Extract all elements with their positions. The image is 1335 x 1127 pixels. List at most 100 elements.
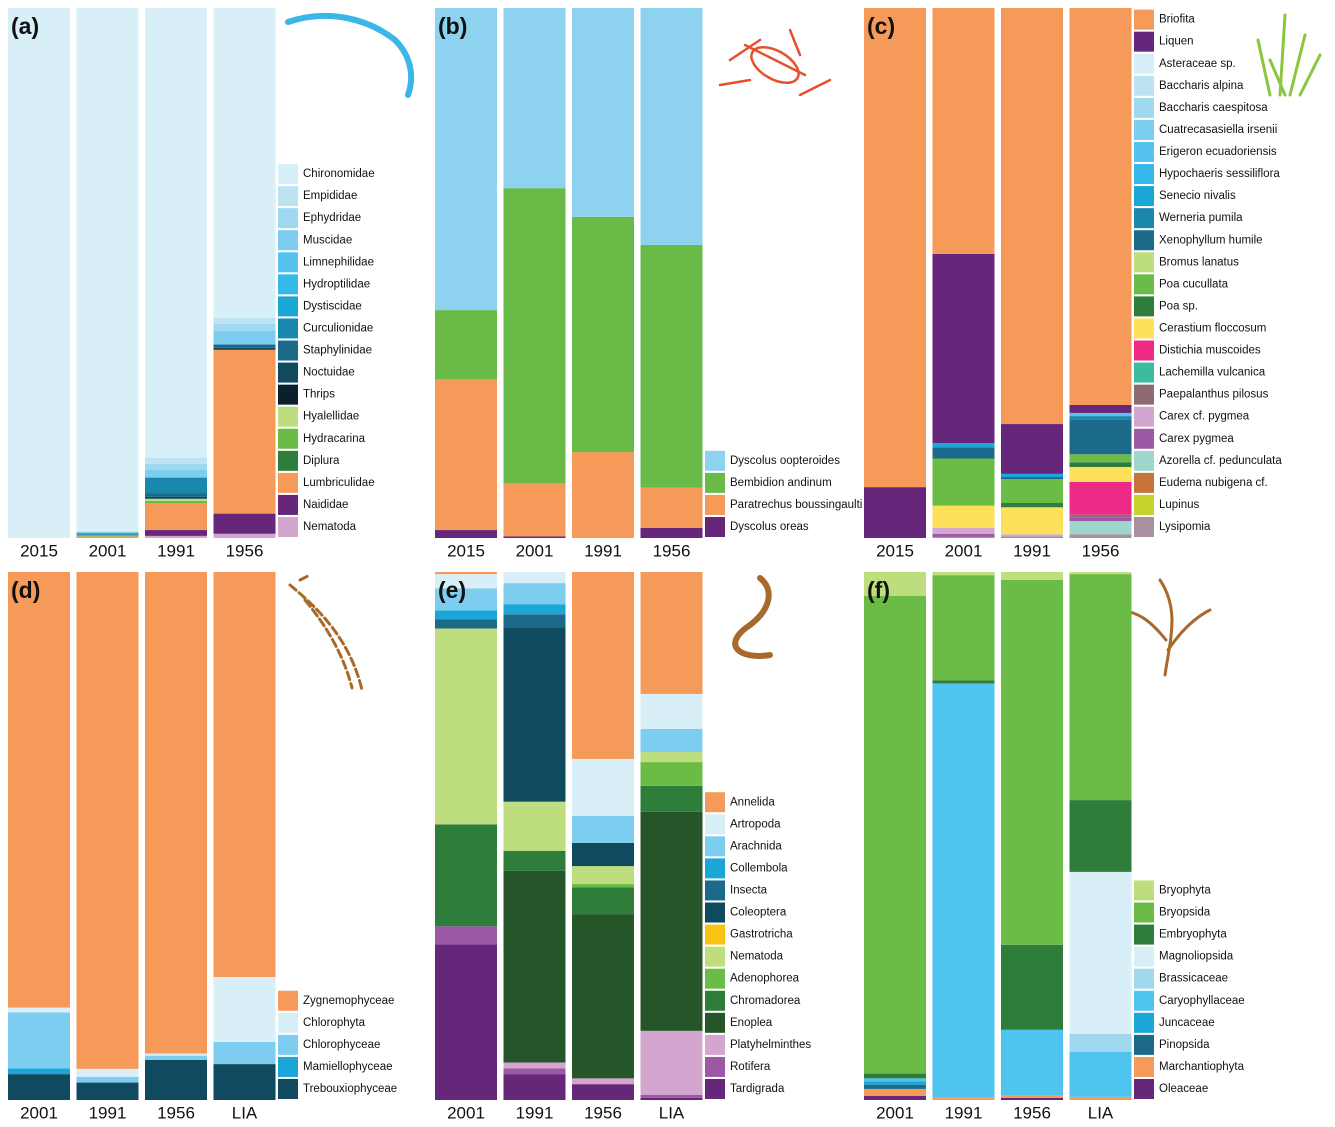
legend-label: Dyscolus oopteroides: [730, 455, 840, 467]
bar-segment: [640, 244, 703, 488]
bar-segment: [213, 533, 276, 538]
legend-swatch: [705, 792, 725, 813]
bar-segment: [864, 1095, 926, 1100]
legend-swatch: [705, 902, 725, 923]
legend-swatch: [1134, 472, 1154, 493]
legend-swatch: [705, 924, 725, 945]
bar-segment: [503, 1074, 566, 1100]
bar-segment: [1069, 8, 1132, 405]
bar-segment: [932, 1097, 995, 1100]
icon-grass: [1256, 13, 1322, 97]
bar-segment: [503, 583, 566, 605]
bar-segment: [572, 866, 634, 885]
legend-label: Distichia muscoides: [1159, 345, 1261, 357]
bar-segment: [640, 527, 703, 538]
bar-segment: [8, 8, 70, 538]
legend-label: Chironomidae: [303, 168, 375, 180]
legend-swatch: [705, 517, 725, 537]
bar-segment: [503, 8, 566, 189]
x-tick-label: 1991: [945, 1103, 983, 1122]
legend-label: Hypochaeris sessiliflora: [1159, 168, 1280, 180]
legend-label: Naididae: [303, 499, 348, 511]
legend-swatch: [1134, 53, 1154, 74]
bar-segment: [1069, 1096, 1132, 1100]
x-tick-label: 1991: [157, 541, 195, 560]
legend-swatch: [278, 318, 298, 339]
bar-segment: [76, 8, 139, 532]
x-tick-label: 1956: [226, 541, 264, 560]
bar-segment: [640, 1094, 703, 1098]
legend-swatch: [278, 1012, 298, 1033]
legend-label: Hydroptilidae: [303, 278, 370, 290]
legend-swatch: [1134, 1034, 1154, 1055]
legend-swatch: [1134, 1012, 1154, 1033]
legend-label: Artropoda: [730, 818, 781, 830]
x-tick-label: 2015: [876, 541, 914, 560]
legend-label: Bromus lanatus: [1159, 256, 1239, 268]
bar-segment: [76, 1082, 139, 1100]
legend-label: Xenophyllum humile: [1159, 234, 1263, 246]
bar-segment: [76, 531, 139, 534]
bar-segment: [145, 8, 207, 458]
legend-label: Empididae: [303, 190, 357, 202]
bar-segment: [213, 323, 276, 331]
bar-segment: [864, 595, 926, 1074]
bar-segment: [8, 1074, 70, 1100]
x-tick-label: LIA: [232, 1103, 258, 1122]
bar-segment: [213, 330, 276, 345]
bar-segment: [572, 758, 634, 816]
bar-segment: [435, 588, 497, 611]
legend-label: Hyalellidae: [303, 411, 359, 423]
legend-label: Adenophorea: [730, 973, 800, 985]
legend-label: Dystiscidae: [303, 300, 362, 312]
bar-segment: [145, 493, 207, 497]
bar-segment: [145, 1053, 207, 1056]
legend-swatch: [705, 472, 725, 493]
legend-label: Rotifera: [730, 1061, 771, 1073]
legend-label: Limnephilidae: [303, 256, 374, 268]
bar-segment: [1001, 572, 1063, 580]
legend-label: Poa cucullata: [1159, 278, 1229, 290]
legend-swatch: [1134, 340, 1154, 361]
legend-label: Brassicaceae: [1159, 973, 1228, 985]
legend-swatch: [278, 340, 298, 361]
bar-segment: [640, 762, 703, 786]
legend-swatch: [705, 990, 725, 1011]
legend-swatch: [705, 858, 725, 879]
legend-swatch: [1134, 31, 1154, 52]
legend-label: Lumbriculidae: [303, 477, 375, 489]
icon-moss: [1128, 578, 1212, 677]
x-tick-label: 2015: [20, 541, 58, 560]
legend-swatch: [1134, 318, 1154, 339]
bar-segment: [213, 1064, 276, 1100]
x-tick-label: 1991: [89, 1103, 127, 1122]
legend-label: Zygnemophyceae: [303, 995, 394, 1007]
legend-swatch: [1134, 880, 1154, 901]
legend-label: Carex pygmea: [1159, 433, 1234, 445]
bar-segment: [503, 801, 566, 851]
legend-swatch: [278, 406, 298, 427]
bar-segment: [1001, 8, 1063, 425]
bar-segment: [932, 683, 995, 1098]
bar-segment: [8, 1007, 70, 1013]
x-tick-label: LIA: [1088, 1103, 1114, 1122]
bar-segment: [435, 619, 497, 629]
bar-segment: [1001, 1097, 1063, 1100]
bar-segment: [503, 572, 566, 584]
bar-segment: [1069, 419, 1132, 455]
panel-label: (a): [11, 13, 39, 39]
bar-segment: [1069, 1034, 1132, 1052]
bar-segment: [1001, 479, 1063, 504]
bar-segment: [572, 8, 634, 217]
bar-segment: [640, 693, 703, 729]
legend-swatch: [278, 384, 298, 405]
legend-label: Baccharis alpina: [1159, 80, 1244, 92]
legend-label: Thrips: [303, 389, 335, 401]
legend-swatch: [278, 164, 298, 185]
bar-segment: [932, 443, 995, 448]
bar-segment: [435, 574, 497, 589]
legend-swatch: [705, 1056, 725, 1077]
bar-segment: [1069, 574, 1132, 801]
legend-label: Senecio nivalis: [1159, 190, 1236, 202]
legend-swatch: [278, 1056, 298, 1077]
